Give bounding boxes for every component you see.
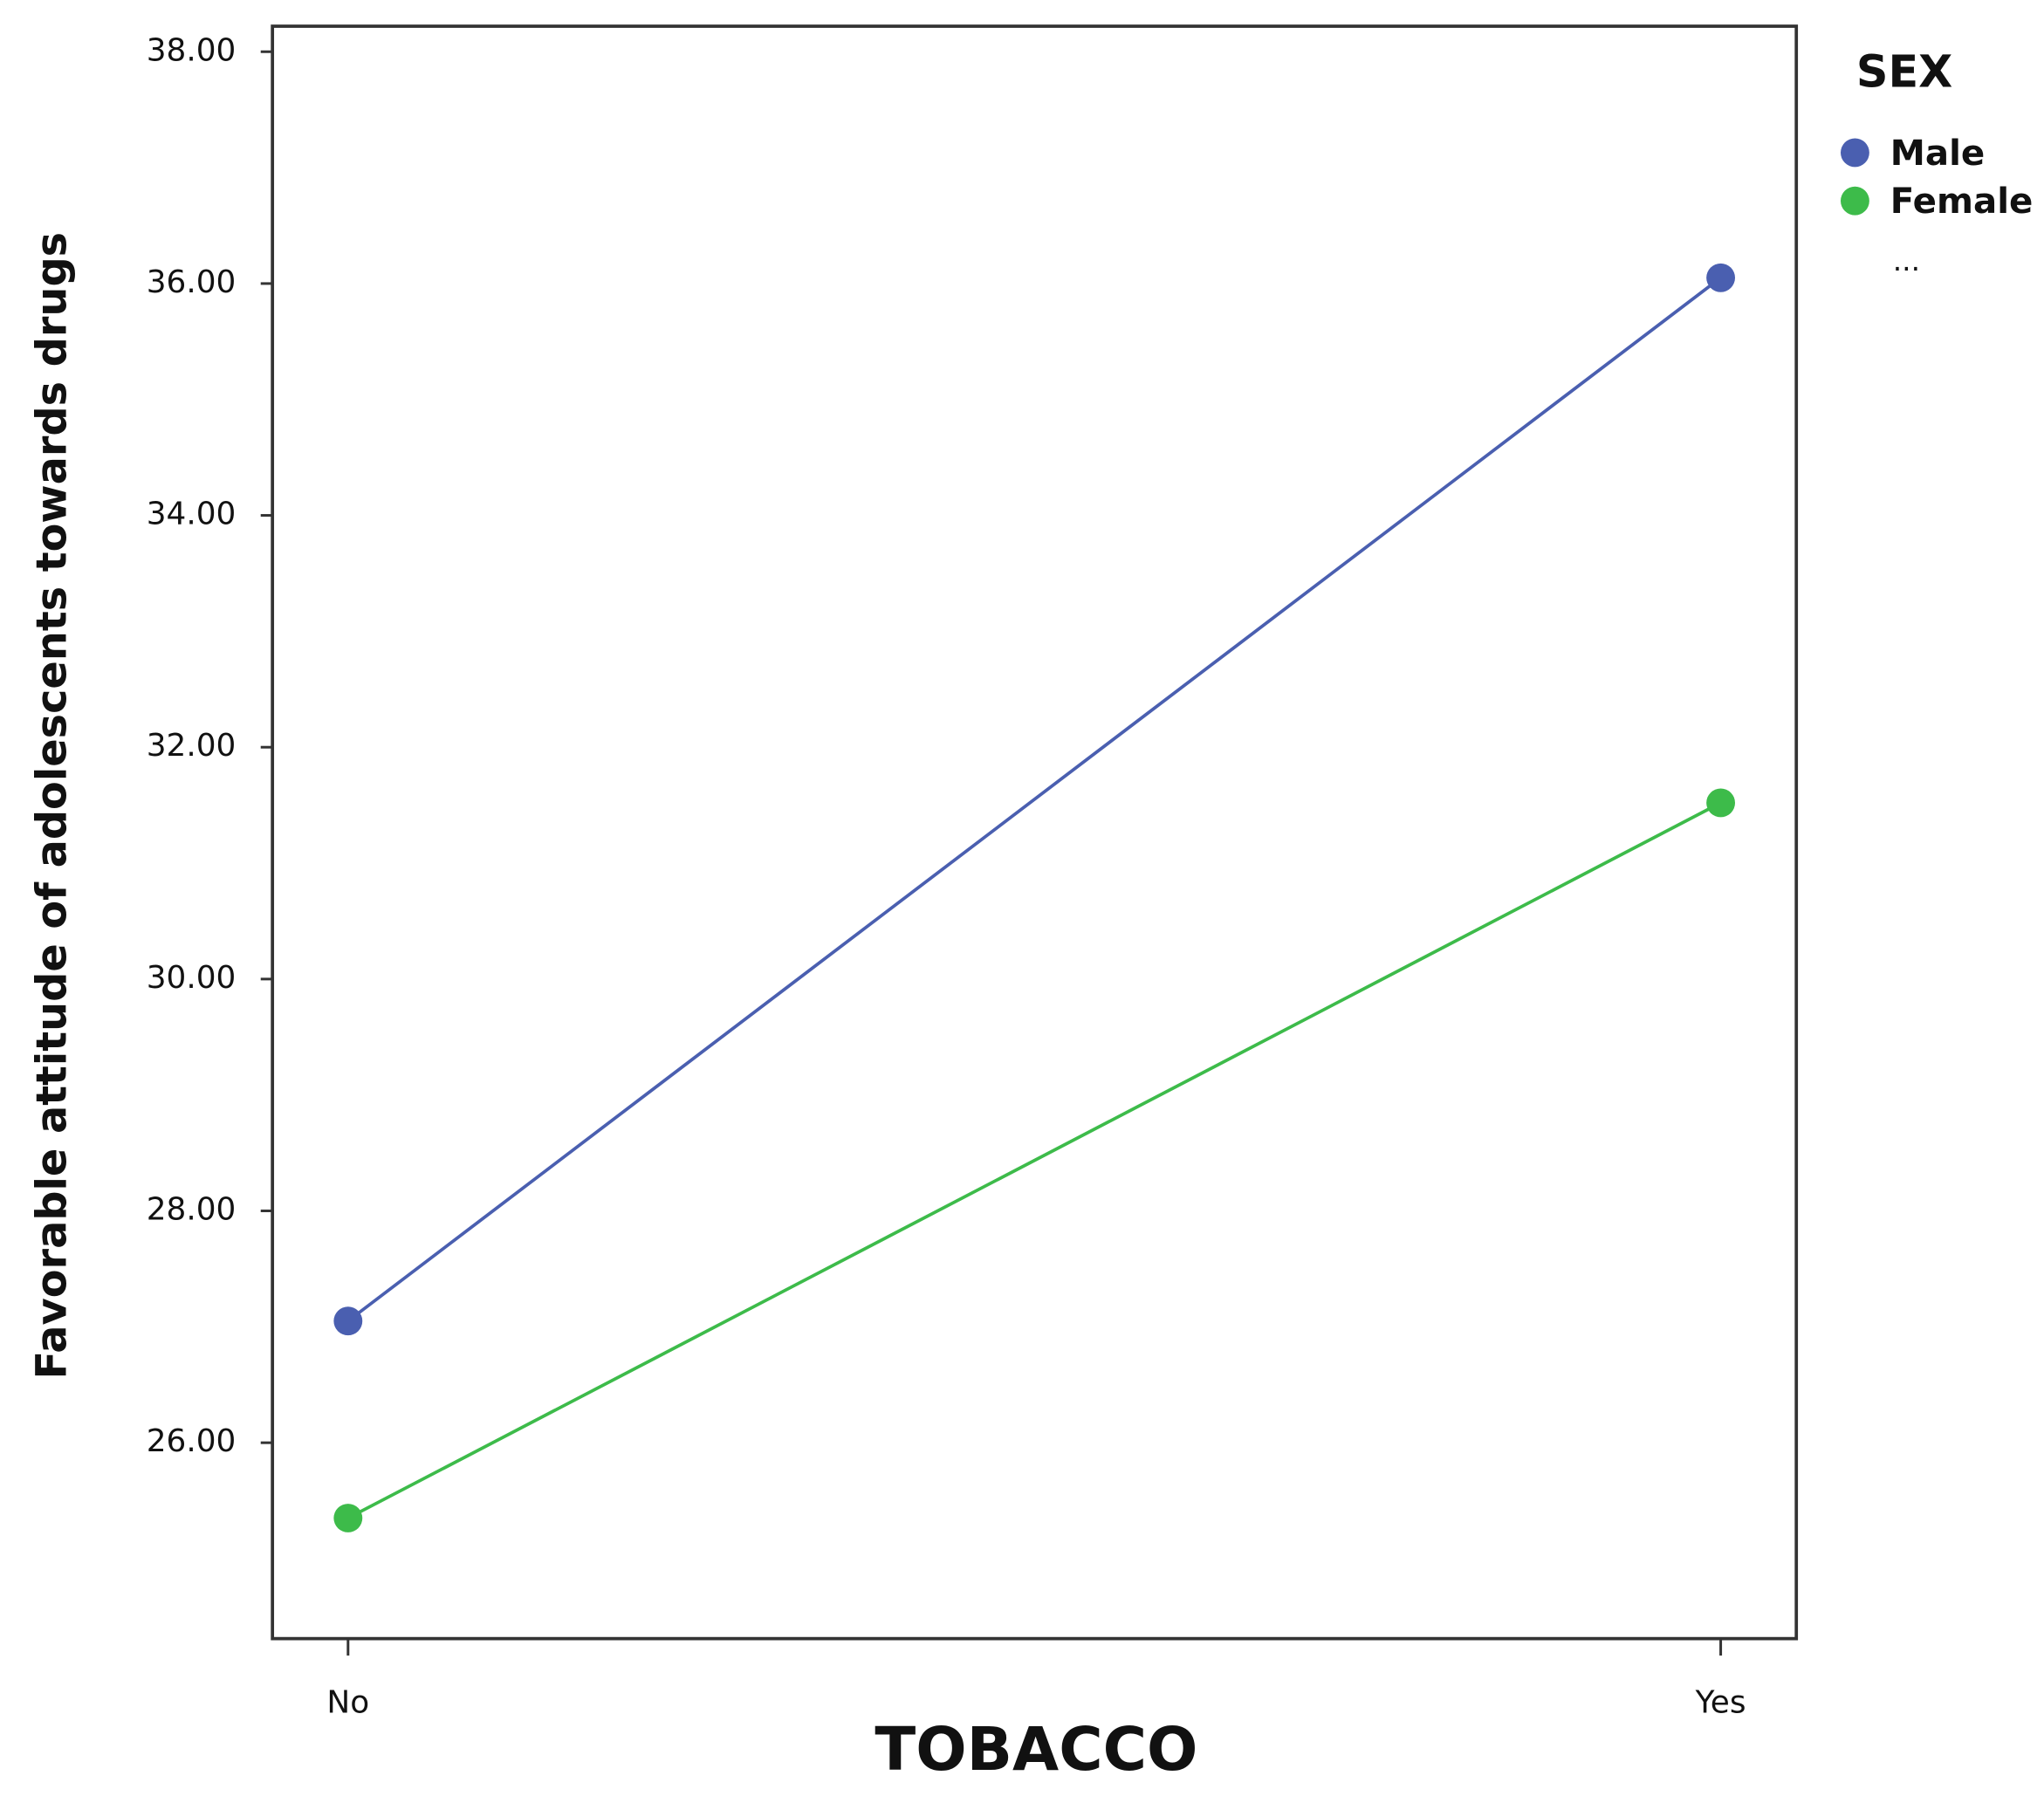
y-tick-label: 28.00 bbox=[147, 1192, 237, 1228]
y-tick-label: 34.00 bbox=[147, 497, 237, 532]
y-axis-label: Favorable attitude of adolescents toward… bbox=[29, 232, 77, 1380]
data-point bbox=[1706, 788, 1736, 818]
data-point bbox=[1706, 263, 1736, 292]
x-tick-label: Yes bbox=[1695, 1684, 1746, 1720]
y-tick-label: 38.00 bbox=[147, 32, 237, 68]
series-line bbox=[346, 276, 1722, 1323]
y-tick-label: 32.00 bbox=[147, 728, 237, 764]
x-tick-label: No bbox=[326, 1684, 369, 1720]
y-tick-label: 26.00 bbox=[147, 1423, 237, 1459]
legend-marker bbox=[1840, 186, 1869, 216]
y-tick-label: 30.00 bbox=[147, 960, 237, 996]
data-point bbox=[333, 1504, 363, 1532]
data-point bbox=[333, 1306, 363, 1336]
y-tick-label: 36.00 bbox=[147, 264, 237, 300]
legend-marker bbox=[1840, 138, 1869, 168]
plot-frame bbox=[271, 24, 1799, 1641]
legend-overflow: ... bbox=[1893, 244, 1920, 278]
legend-label: Female bbox=[1890, 181, 2034, 222]
series-line bbox=[346, 801, 1722, 1520]
legend-label: Male bbox=[1890, 133, 1985, 174]
legend-title: SEX bbox=[1856, 45, 1952, 97]
x-axis-label: TOBACCO bbox=[875, 1715, 1197, 1785]
